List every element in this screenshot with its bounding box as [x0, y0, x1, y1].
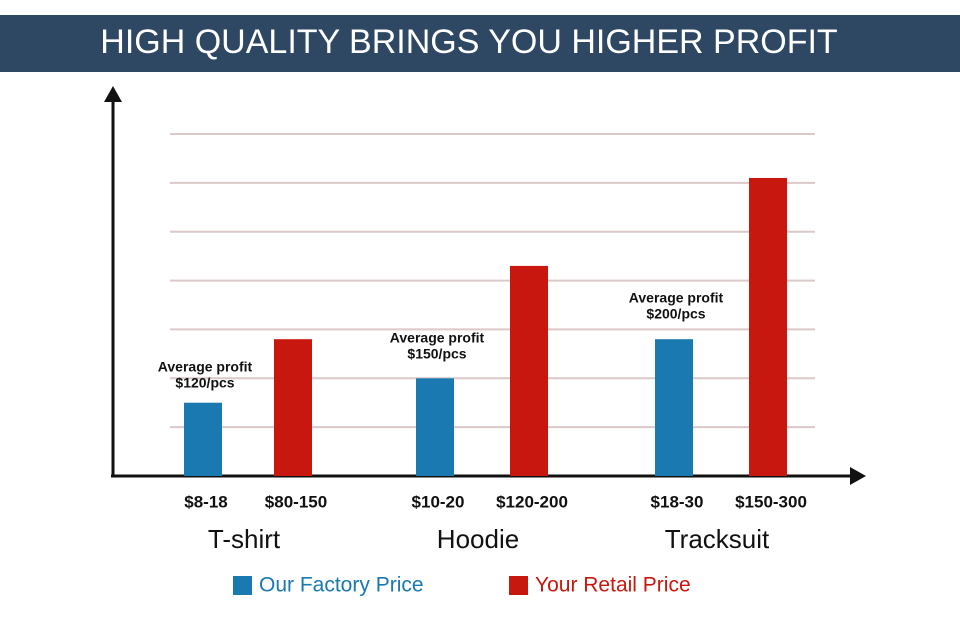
title-bar [0, 15, 960, 72]
y-arrow [104, 86, 122, 102]
category-label: Hoodie [437, 524, 519, 554]
annotation: $150/pcs [407, 346, 466, 362]
price-label: $80-150 [265, 492, 327, 511]
price-label: $18-30 [651, 492, 704, 511]
price-label: $150-300 [735, 492, 807, 511]
bar [510, 265, 548, 476]
category-label: T-shirt [208, 524, 281, 554]
category-label: Tracksuit [665, 524, 770, 554]
chart-title: HIGH QUALITY BRINGS YOU HIGHER PROFIT [100, 23, 837, 61]
annotation: $120/pcs [175, 375, 234, 391]
x-arrow [850, 467, 866, 485]
grid [170, 133, 815, 429]
bar [184, 402, 222, 476]
bar [749, 177, 787, 476]
legend-swatch [509, 576, 528, 595]
bar [416, 378, 454, 476]
price-label: $10-20 [412, 492, 465, 511]
legend-label: Our Factory Price [259, 574, 424, 597]
price-label: $8-18 [184, 492, 227, 511]
legend-swatch [233, 576, 252, 595]
legend-label: Your Retail Price [535, 574, 691, 597]
annotation: Average profit [390, 330, 485, 346]
bar [655, 339, 693, 476]
annotation: Average profit [158, 359, 253, 375]
annotation: $200/pcs [646, 306, 705, 322]
annotation: Average profit [629, 290, 724, 306]
bar [274, 339, 312, 476]
price-label: $120-200 [496, 492, 568, 511]
